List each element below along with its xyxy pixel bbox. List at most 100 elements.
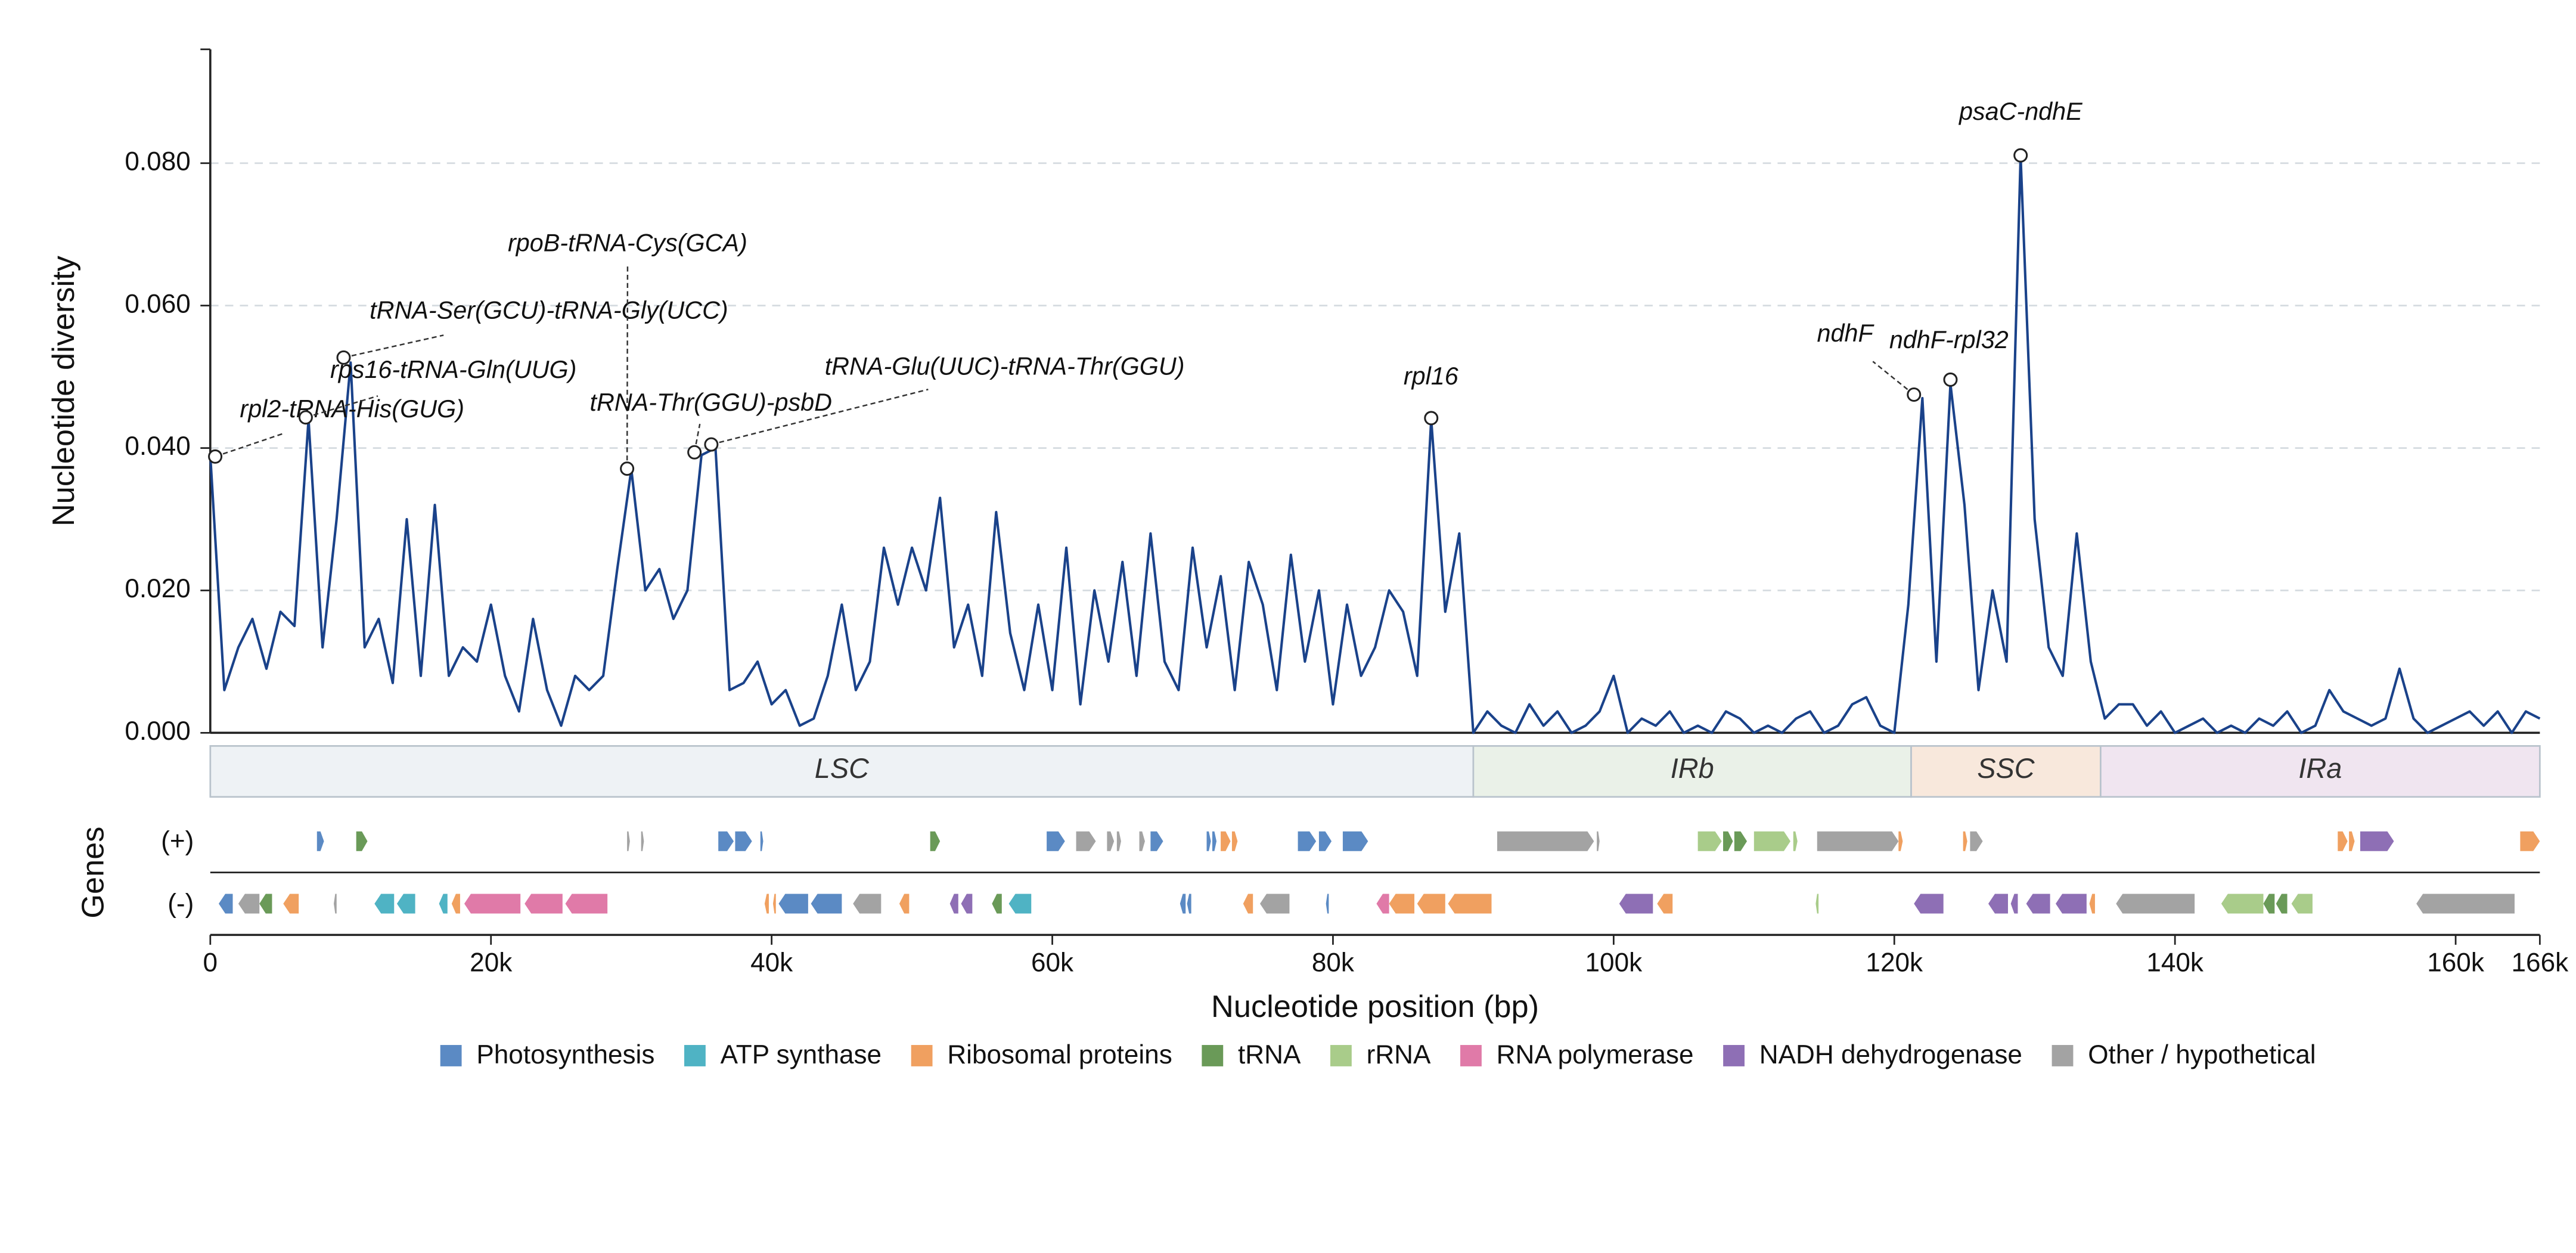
gene <box>2263 894 2275 914</box>
legend-swatch <box>684 1045 706 1066</box>
peak-label: rps16-tRNA-Gln(UUG) <box>330 356 576 383</box>
y-tick-label: 0.080 <box>125 147 190 176</box>
x-tick-label: 20k <box>470 948 513 978</box>
gene <box>2221 894 2264 914</box>
leader-line <box>215 433 283 458</box>
gene <box>374 894 395 914</box>
peak-label: tRNA-Thr(GGU)-psbD <box>590 389 832 416</box>
gene <box>1619 894 1653 914</box>
gene <box>1753 831 1791 851</box>
gene <box>2338 831 2348 851</box>
region-label: IRb <box>1671 753 1714 784</box>
x-tick-label: 160k <box>2427 948 2485 978</box>
gene <box>1723 831 1733 851</box>
legend-label: rRNA <box>1367 1040 1431 1069</box>
x-tick-label: 60k <box>1031 948 1074 978</box>
gene <box>2010 894 2018 914</box>
gene <box>930 831 941 851</box>
gene <box>1734 831 1748 851</box>
gene <box>1448 894 1492 914</box>
legend-swatch <box>1460 1045 1482 1066</box>
gene <box>1318 831 1332 851</box>
gene <box>1008 894 1032 914</box>
legend-label: tRNA <box>1238 1040 1301 1069</box>
peak-marker <box>2013 148 2028 163</box>
gene <box>778 894 808 914</box>
peak-marker <box>704 437 719 452</box>
genes-label: Genes <box>76 826 111 918</box>
gene <box>1898 831 1903 851</box>
legend-swatch <box>1202 1045 1224 1066</box>
gene <box>464 894 521 914</box>
legend-swatch <box>440 1045 462 1066</box>
diversity-line <box>209 154 2541 734</box>
gene <box>1389 894 1415 914</box>
x-tick-label: 140k <box>2146 948 2204 978</box>
gene <box>2276 894 2288 914</box>
gene <box>1206 831 1211 851</box>
gene <box>899 894 910 914</box>
peak-marker <box>620 461 635 476</box>
peak-marker <box>1943 372 1958 387</box>
gene <box>2291 894 2313 914</box>
peak-label: rpl2-tRNA-His(GUG) <box>240 395 464 423</box>
gene <box>735 831 752 851</box>
gene <box>439 894 448 914</box>
leader-line <box>711 389 929 445</box>
peak-marker <box>298 410 313 425</box>
gene <box>853 894 882 914</box>
gene <box>283 894 299 914</box>
peak-label: rpl16 <box>1404 362 1458 390</box>
gene <box>2056 894 2087 914</box>
gene <box>1298 831 1317 851</box>
gene <box>1793 831 1798 851</box>
gene <box>760 831 764 851</box>
y-tick-label: 0.000 <box>125 717 190 746</box>
region <box>1910 745 2102 798</box>
x-axis-label: Nucleotide position (bp) <box>1211 990 1539 1024</box>
gene <box>1221 831 1231 851</box>
gene <box>2520 831 2540 851</box>
gene <box>1988 894 2008 914</box>
gene <box>2026 894 2050 914</box>
peak-label: ndhF <box>1817 320 1875 347</box>
x-tick-label: 100k <box>1585 948 1643 978</box>
leader-line <box>1872 361 1915 395</box>
legend-swatch <box>2052 1045 2074 1066</box>
gene <box>1180 894 1186 914</box>
region-label: IRa <box>2298 753 2342 784</box>
gene <box>316 831 324 851</box>
gene <box>1376 894 1389 914</box>
y-tick-label: 0.040 <box>125 432 190 461</box>
peak-marker <box>1907 387 1922 402</box>
gene <box>1963 831 1967 851</box>
legend-label: Photosynthesis <box>476 1040 654 1069</box>
gene <box>356 831 368 851</box>
peak-label: tRNA-Glu(UUC)-tRNA-Thr(GGU) <box>825 352 1185 380</box>
gene <box>2116 894 2195 914</box>
y-axis-label: Nucleotide diversity <box>46 255 81 526</box>
legend-label: ATP synthase <box>721 1040 882 1069</box>
gene <box>1047 831 1065 851</box>
gene <box>524 894 563 914</box>
gene <box>949 894 958 914</box>
region <box>2100 745 2541 798</box>
gene <box>2349 831 2355 851</box>
peak-label: ndhF-rpl32 <box>1889 326 2009 353</box>
peak-marker <box>208 449 223 464</box>
peak-label: psaC-ndhE <box>1958 98 2082 125</box>
gene <box>1150 831 1163 851</box>
gene <box>1815 894 1819 914</box>
peak-marker <box>687 445 702 460</box>
y-tick-label: 0.020 <box>125 574 190 603</box>
gene <box>1212 831 1217 851</box>
plus-strand-label: (+) <box>161 827 194 856</box>
peak-label: rpoB-tRNA-Cys(GCA) <box>508 229 747 257</box>
gene <box>1417 894 1445 914</box>
gene <box>1497 831 1594 851</box>
region <box>209 745 1475 798</box>
gene <box>218 894 233 914</box>
gene <box>1970 831 1983 851</box>
gene <box>1260 894 1290 914</box>
